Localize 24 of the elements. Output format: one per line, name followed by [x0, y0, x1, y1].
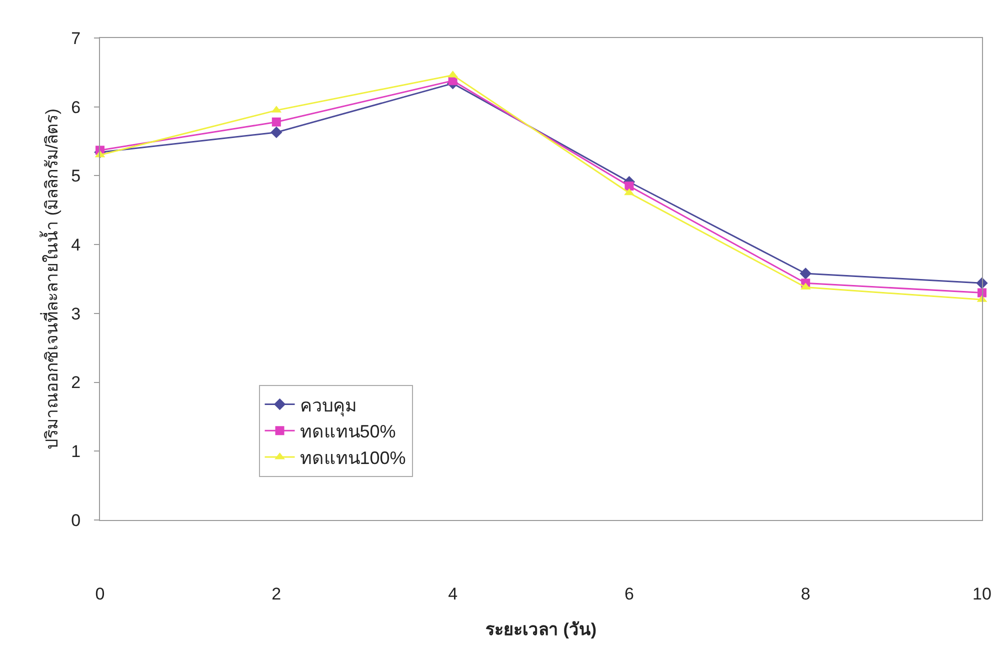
x-tick-label: 10 — [972, 584, 992, 604]
y-tick-label: 0 — [71, 510, 81, 530]
x-tick-label: 6 — [624, 584, 634, 604]
x-tick-label: 4 — [448, 584, 458, 604]
legend-label: ทดแทน50% — [300, 422, 396, 442]
y-tick-label: 6 — [71, 98, 81, 117]
point — [270, 126, 282, 138]
legend-label: ควบคุม — [300, 395, 357, 416]
x-tick-label: 0 — [95, 584, 105, 604]
point — [624, 188, 634, 196]
x-tick-label: 2 — [272, 584, 282, 604]
legend-label: ทดแทน100% — [300, 448, 406, 468]
point — [272, 118, 281, 127]
y-tick-label: 2 — [71, 373, 81, 392]
y-axis-title: ปริมาณออกซิเจนที่ละลายในน้ำ (มิลลิกรัม/ลิตร) — [40, 108, 62, 450]
x-tick-label: 8 — [800, 584, 810, 604]
point — [800, 268, 812, 280]
point — [624, 182, 634, 191]
y-tick-label: 7 — [71, 28, 81, 48]
y-tick-label: 4 — [71, 236, 81, 255]
y-tick-label: 3 — [71, 304, 81, 324]
y-tick-label: 5 — [71, 166, 81, 186]
y-tick-label: 1 — [71, 442, 81, 462]
x-axis-title: ระยะเวลา (วัน) — [485, 620, 597, 639]
